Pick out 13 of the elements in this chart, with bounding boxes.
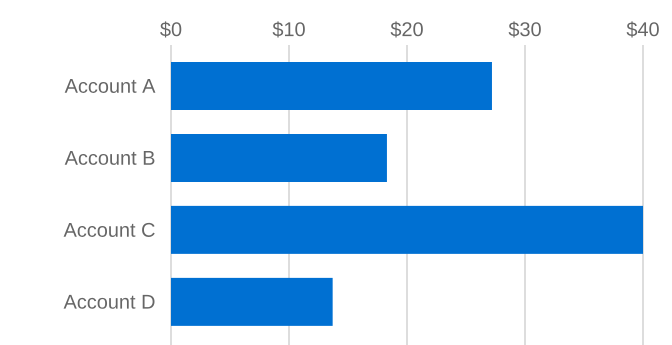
y-tick-label: Account C <box>64 222 155 237</box>
bar <box>171 62 492 110</box>
y-tick-label: Account A <box>64 79 156 93</box>
x-tick-label: $0 <box>160 21 182 38</box>
x-tick-label: $30 <box>508 21 541 38</box>
x-tick-label: $20 <box>390 21 423 38</box>
bar <box>171 206 644 254</box>
x-tick-label: $10 <box>272 21 305 38</box>
bar <box>171 278 333 326</box>
y-tick-label: Account D <box>64 294 155 309</box>
y-tick-label: Account B <box>64 151 154 165</box>
bar <box>171 134 387 182</box>
x-tick-label: $40 <box>626 21 659 38</box>
